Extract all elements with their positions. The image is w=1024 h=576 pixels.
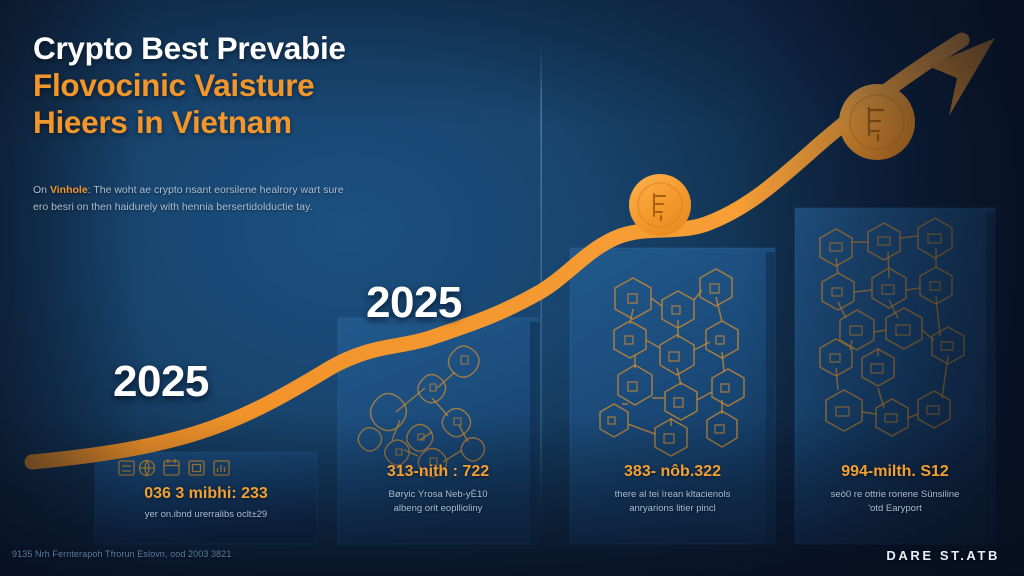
stat-desc-3: there al tei ïrean kltacienols anryarion… (576, 488, 769, 517)
headline-line-1: Crypto Best Prevabie (33, 30, 346, 66)
stat-desc-2-line1: Børyic Yrosa Neb-yÈ10 (388, 489, 488, 500)
page-title: Crypto Best Prevabie Flovocinic Vaisture… (33, 30, 503, 141)
subtitle-paragraph: On Vinhole: The woht ae crypto nsant eor… (33, 182, 353, 216)
stat-value-2: 313-nith : 722 (386, 463, 490, 480)
stat-value-4: 994-milth. S12 (841, 463, 949, 480)
stat-desc-3-line2: anryarions litier pincl (629, 503, 716, 515)
stat-desc-1-line1: yer on.ibnd urerralibs (144, 509, 235, 520)
footnote-text: 9135 Nrh Fernterapoh Tfrorun Eslovn, ood… (12, 549, 232, 559)
stat-desc-2: Børyic Yrosa Neb-yÈ10 albeng orit eoplli… (344, 488, 532, 517)
stat-value-1: 036 3 mibhi: 233 (144, 485, 268, 502)
stat-card-4: 994-milth. S12 seò0 re ottrie roriene Sü… (795, 208, 995, 544)
stat-desc-1: yer on.ibnd urerralibs oclt±29 (101, 508, 311, 522)
year-label-mid: 2025 (366, 278, 462, 327)
subcopy-lead: On (33, 184, 50, 196)
stat-desc-4-line1: seò0 re ottrie roriene Sünsiline (830, 489, 960, 500)
stat-desc-3-line1: there al tei ïrean kltacienols (614, 489, 731, 500)
stat-card-2: 313-nith : 722 Børyic Yrosa Neb-yÈ10 alb… (338, 318, 538, 544)
stat-value-3: 383- nôb.322 (624, 463, 721, 480)
subcopy-brand: Vinhole (49, 184, 88, 196)
coin-badge-small (629, 174, 691, 236)
subcopy-rest: : The woht ae crypto nsant eorsilene hea… (33, 184, 344, 213)
stat-desc-4-line2: 'otd Earyport (868, 503, 922, 515)
stat-desc-4: seò0 re ottrie roriene Sünsiline 'otd Ea… (801, 488, 989, 517)
stat-card-1: 036 3 mibhi: 233 yer on.ibnd urerralibs … (95, 452, 317, 544)
stat-card-3: 383- nôb.322 there al tei ïrean kltacien… (570, 248, 775, 544)
year-label-left: 2025 (113, 357, 209, 406)
stat-desc-1-line2: oclt±29 (236, 509, 268, 520)
headline-line-2: Flovocinic Vaisture (33, 66, 315, 103)
brand-mark: DARE ST.ATB (886, 548, 1000, 563)
stat-desc-2-line2: albeng orit eopllioliny (393, 503, 483, 515)
coin-badge-large (839, 84, 915, 160)
headline-line-3: Hieers in Vietnam (33, 103, 292, 140)
